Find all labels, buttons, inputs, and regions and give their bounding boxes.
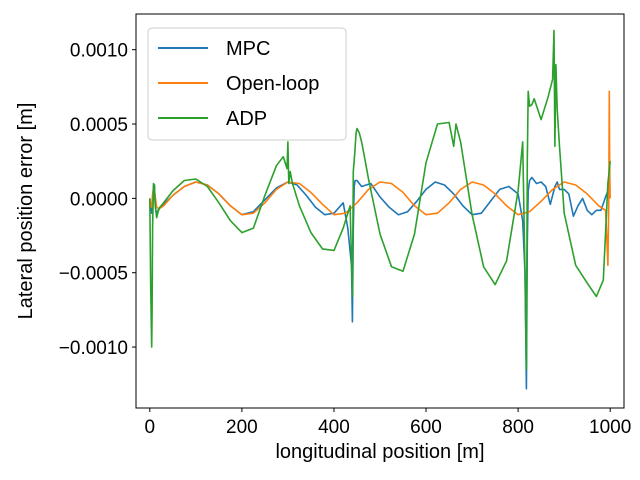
series-line-mpc <box>149 176 609 390</box>
y-tick-label: 0.0005 <box>70 115 128 136</box>
y-axis-label: Lateral position error [m] <box>15 103 37 320</box>
legend-label: ADP <box>226 108 267 130</box>
series-line-adp <box>149 29 611 371</box>
series-line-open-loop <box>149 90 611 267</box>
x-tick-label: 1000 <box>589 417 631 438</box>
y-tick-label: −0.0005 <box>59 264 128 285</box>
legend: MPC Open-loop ADP <box>147 27 347 141</box>
x-axis-label: longitudinal position [m] <box>275 441 484 463</box>
y-tick-label: 0.0000 <box>70 189 128 210</box>
x-axis: 0 200 400 600 800 1000 <box>145 408 631 438</box>
y-tick-label: −0.0010 <box>59 338 128 359</box>
x-tick-label: 400 <box>318 417 350 438</box>
legend-box <box>147 27 347 141</box>
legend-label: Open-loop <box>226 73 319 95</box>
x-tick-label: 800 <box>502 417 534 438</box>
x-tick-label: 0 <box>145 417 156 438</box>
series-layer <box>149 29 611 390</box>
legend-label: MPC <box>226 38 270 60</box>
plot-frame <box>135 13 625 409</box>
x-tick-label: 600 <box>410 417 442 438</box>
x-tick-label: 200 <box>226 417 258 438</box>
y-tick-label: 0.0010 <box>70 41 128 62</box>
y-axis: −0.0010 −0.0005 0.0000 0.0005 0.0010 <box>59 41 136 359</box>
